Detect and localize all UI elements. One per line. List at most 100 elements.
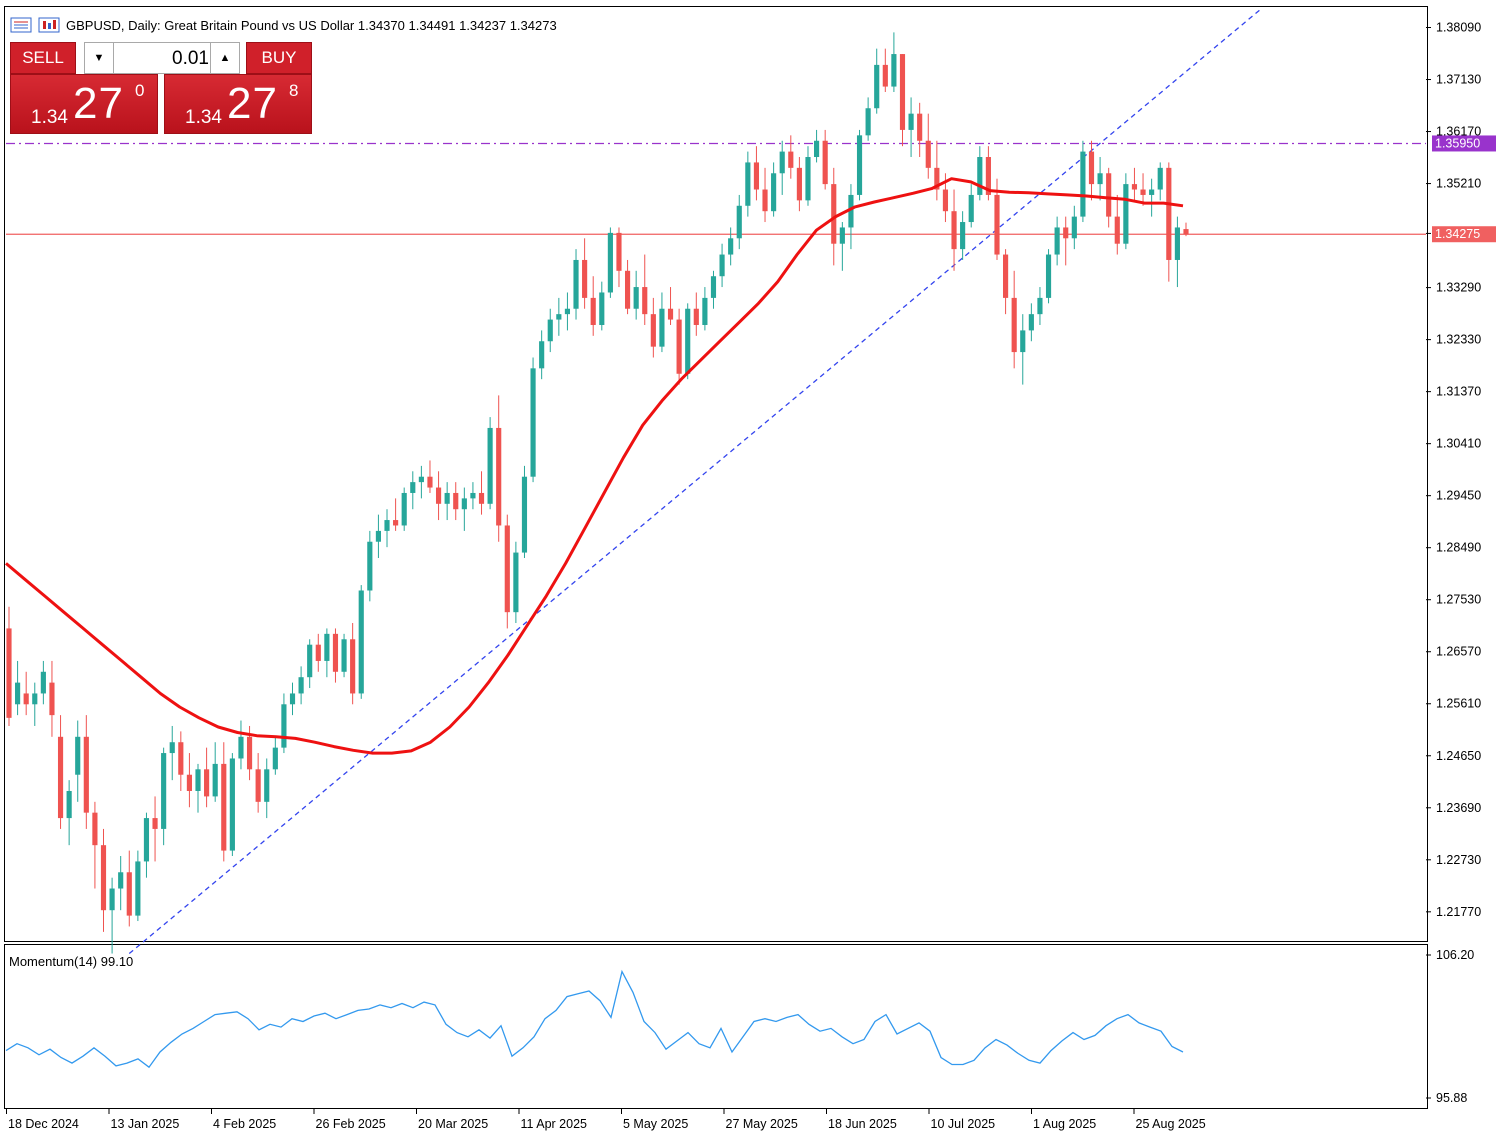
candle-body [968, 194, 974, 223]
candle-body [470, 492, 476, 499]
price-tick-label: 1.33290 [1436, 281, 1481, 295]
candle-body [1054, 227, 1060, 255]
candle-body [650, 314, 656, 347]
candle-body [865, 108, 871, 136]
candle-body [1131, 184, 1138, 190]
triangle-up-icon[interactable]: ▲ [210, 43, 239, 73]
candle-body [1028, 314, 1034, 331]
candle-body [118, 872, 124, 889]
candle-body [693, 308, 699, 325]
candle-body [702, 297, 708, 325]
indicator-frame [4, 944, 1428, 1109]
moving-average-line [5, 177, 1184, 755]
candle-body [796, 167, 802, 201]
candles-icon[interactable] [38, 16, 60, 34]
candle-body [521, 476, 528, 553]
candle-body [942, 189, 949, 212]
lot-size-input[interactable] [115, 45, 211, 73]
candle-body [143, 818, 150, 862]
momentum-line [5, 969, 1184, 1069]
moving-average [5, 177, 1184, 755]
time-tick-label: 1 Aug 2025 [1033, 1117, 1096, 1131]
candle-body [324, 633, 330, 661]
time-tick-label: 26 Feb 2025 [316, 1117, 386, 1131]
price-tags: 1.35950 1.34275 [1432, 135, 1496, 243]
time-axis: 18 Dec 2024 13 Jan 2025 4 Feb 2025 26 Feb 2… [6, 1108, 1206, 1131]
candle-body [358, 590, 364, 694]
candle-body [899, 54, 906, 130]
candle-body [874, 64, 880, 109]
candle-body [813, 140, 820, 158]
sell-price-prefix: 1.34 [31, 107, 68, 128]
candle-body [504, 525, 510, 613]
candle-body [135, 861, 141, 916]
candle-body [66, 790, 72, 819]
candle-body [667, 308, 674, 320]
candle-body [15, 682, 21, 705]
candle-body [375, 530, 382, 542]
list-icon[interactable] [10, 16, 32, 34]
candle-body [178, 742, 184, 775]
candle-body [917, 113, 923, 141]
candle-body [728, 238, 734, 255]
candle-body [1106, 173, 1112, 217]
candle-body [461, 498, 467, 510]
candle-body [487, 427, 493, 504]
price-axis: 1.380901.371301.361701.352101.342901.332… [1426, 21, 1481, 919]
candle-body [659, 308, 665, 347]
candle-body [49, 682, 55, 716]
candle-body [882, 64, 888, 87]
price-tick-label: 1.30410 [1436, 437, 1481, 451]
price-tick-label: 1.35210 [1436, 177, 1481, 191]
candle-body [908, 113, 914, 130]
candle-body [676, 319, 682, 374]
candle-body [100, 845, 107, 911]
sell-price-button[interactable]: 1.34 27 0 [10, 74, 158, 134]
candle-body [367, 541, 373, 591]
bid-price-tag: 1.34275 [1435, 227, 1480, 241]
candle-body [109, 888, 115, 911]
triangle-down-icon[interactable]: ▼ [85, 43, 114, 73]
sell-price-pips: 27 [73, 79, 124, 128]
time-tick-label: 18 Jun 2025 [828, 1117, 897, 1131]
candle-body [539, 341, 545, 369]
candle-body [435, 487, 442, 504]
sell-price-fraction: 0 [135, 81, 145, 100]
candle-body [496, 427, 502, 526]
candle-body [977, 157, 983, 195]
momentum-indicator [5, 969, 1184, 1069]
resistance-price-tag-bg [1432, 135, 1496, 152]
candle-body [152, 818, 158, 829]
candle-body [1088, 151, 1095, 185]
buy-button[interactable]: BUY [246, 42, 312, 74]
candle-body [427, 476, 433, 488]
candle-body [272, 747, 278, 770]
candle-body [839, 227, 845, 244]
candle-body [1140, 189, 1146, 195]
candlesticks [6, 32, 1189, 954]
candle-body [75, 736, 81, 775]
candle-body [1080, 151, 1086, 217]
candle-body [934, 167, 940, 190]
candle-body [246, 736, 253, 770]
candle-body [556, 314, 562, 320]
candle-body [418, 476, 424, 483]
trendline[interactable] [128, 9, 1261, 955]
time-tick-label: 11 Apr 2025 [521, 1117, 588, 1131]
sell-button[interactable]: SELL [10, 42, 76, 74]
candle-body [1149, 189, 1155, 195]
candle-body [1020, 330, 1026, 353]
candle-body [547, 319, 553, 342]
candle-body [856, 135, 863, 195]
candle-body [685, 308, 691, 374]
candle-body [599, 292, 605, 325]
time-tick-label: 13 Jan 2025 [111, 1117, 180, 1131]
buy-price-pips: 27 [227, 79, 278, 128]
candle-body [1157, 167, 1163, 190]
momentum-axis: 106.20 95.88 [1426, 948, 1474, 1105]
candle-body [1097, 173, 1103, 185]
candle-body [169, 742, 175, 754]
buy-price-button[interactable]: 1.34 27 8 [164, 74, 312, 134]
candle-body [1123, 184, 1129, 244]
